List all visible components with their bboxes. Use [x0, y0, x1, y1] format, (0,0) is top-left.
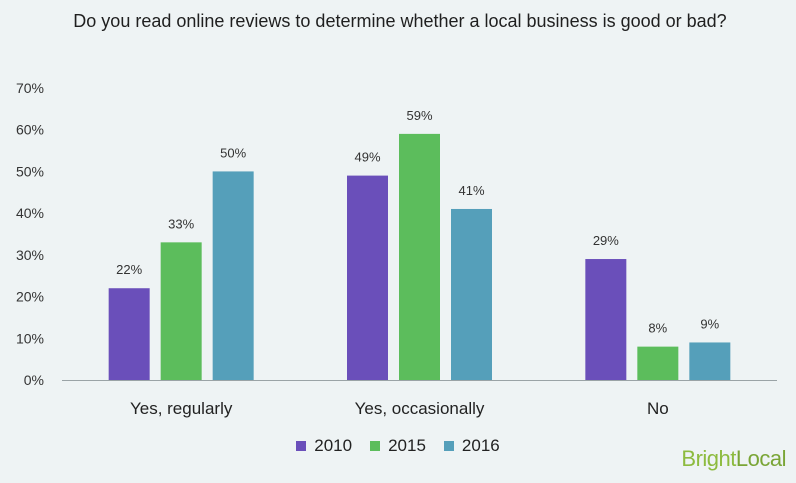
legend-label: 2016 [461, 436, 500, 455]
bar [585, 259, 627, 380]
y-tick-label: 10% [16, 330, 44, 346]
legend-label: 2015 [388, 436, 426, 455]
bar [689, 342, 731, 380]
bar [451, 208, 492, 380]
x-tick-label: No [647, 399, 669, 418]
y-tick-label: 0% [24, 372, 44, 388]
legend-swatch [443, 441, 454, 451]
bar [212, 171, 254, 380]
legend-item: 2015 [370, 436, 426, 456]
y-tick-label: 50% [16, 163, 44, 179]
legend-label: 2010 [314, 436, 353, 455]
data-label: 59% [406, 108, 432, 123]
data-label: 29% [593, 233, 619, 248]
y-tick-label: 40% [16, 205, 44, 221]
bar [160, 242, 202, 380]
brand-part1: Bright [681, 446, 736, 471]
data-label: 33% [168, 216, 194, 231]
chart-title: Do you read online reviews to determine … [73, 11, 727, 31]
data-label: 22% [116, 262, 142, 277]
legend-item: 2016 [443, 436, 500, 456]
data-label: 41% [458, 183, 484, 198]
data-label: 49% [354, 150, 380, 165]
legend-swatch [296, 441, 307, 451]
y-tick-label: 30% [16, 247, 44, 263]
legend-swatch [370, 441, 381, 451]
bar [108, 288, 150, 380]
legend-item: 2010 [296, 436, 352, 456]
x-tick-label: Yes, regularly [130, 399, 233, 418]
chart-legend: 2010 2015 2016 [0, 436, 796, 456]
bar [399, 133, 440, 380]
data-label: 8% [648, 321, 667, 336]
y-tick-label: 60% [16, 122, 44, 138]
bar [637, 346, 679, 380]
x-tick-label: Yes, occasionally [355, 399, 485, 418]
data-label: 9% [700, 316, 719, 331]
brightlocal-logo: BrightLocal [681, 446, 786, 472]
y-tick-label: 70% [16, 80, 44, 96]
y-tick-label: 20% [16, 289, 44, 305]
brand-part2: Local [735, 446, 787, 471]
data-label: 50% [220, 145, 246, 160]
bar [347, 175, 388, 380]
